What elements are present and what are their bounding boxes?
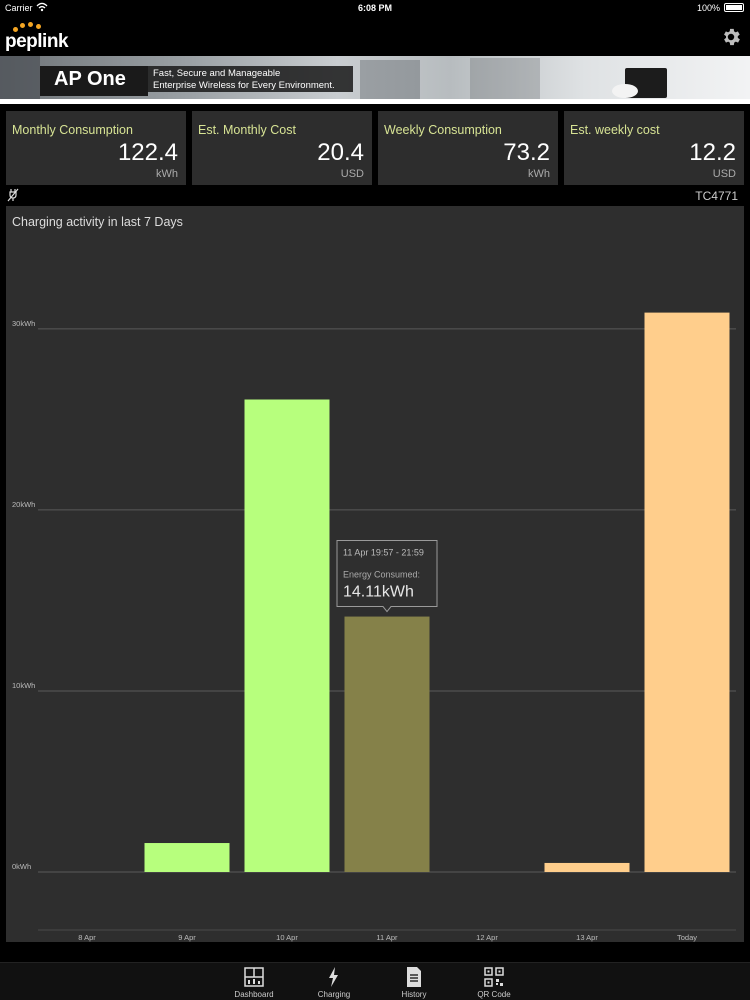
peplink-logo: peplink bbox=[5, 22, 69, 52]
tooltip-time-range: 11 Apr 19:57 - 21:59 bbox=[343, 548, 424, 558]
station-id: TC4771 bbox=[695, 189, 738, 203]
charging-activity-chart: Charging activity in last 7 Days 0kWh 10k… bbox=[6, 206, 744, 942]
weekly-cost-card: Est. weekly cost 12.2 USD bbox=[564, 111, 744, 185]
chart-plot: 0kWh 10kWh 20kWh 30kWh 8 Apr 9 Apr 10 Apr 11 Ap… bbox=[12, 312, 736, 942]
status-time: 6:08 PM bbox=[357, 3, 392, 13]
tagline-line-1: Fast, Secure and Manageable bbox=[153, 68, 281, 79]
card-value: 73.2 bbox=[503, 139, 550, 166]
card-label: Est. Monthly Cost bbox=[198, 123, 296, 137]
access-point-image bbox=[612, 84, 638, 98]
x-tick-label: 13 Apr bbox=[576, 933, 598, 942]
card-unit: USD bbox=[340, 168, 364, 180]
tab-label: Dashboard bbox=[234, 990, 274, 999]
x-tick-label: 9 Apr bbox=[178, 933, 196, 942]
bottom-tab-bar: Dashboard Charging History QR Code bbox=[0, 962, 750, 1000]
chart-bar[interactable] bbox=[644, 312, 730, 872]
card-unit: USD bbox=[712, 168, 736, 180]
x-tick-label: Today bbox=[677, 933, 697, 942]
y-tick-label: 0kWh bbox=[12, 862, 31, 871]
summary-cards: Monthly Consumption 122.4 kWh Est. Month… bbox=[0, 104, 750, 186]
chart-title: Charging activity in last 7 Days bbox=[12, 215, 183, 229]
card-unit: kWh bbox=[156, 168, 178, 180]
weekly-consumption-card: Weekly Consumption 73.2 kWh bbox=[378, 111, 558, 185]
card-label: Weekly Consumption bbox=[384, 123, 502, 137]
lightning-icon bbox=[329, 967, 338, 987]
y-tick-label: 10kWh bbox=[12, 681, 35, 690]
wifi-icon bbox=[36, 2, 48, 12]
tab-label: Charging bbox=[317, 990, 351, 999]
logo-text: peplink bbox=[5, 31, 69, 52]
tagline-line-2: Enterprise Wireless for Every Environmen… bbox=[153, 80, 335, 91]
station-info-row: TC4771 bbox=[0, 186, 750, 206]
y-tick-label: 30kWh bbox=[12, 319, 35, 328]
status-bar: Carrier 6:08 PM 100% bbox=[0, 0, 750, 16]
tooltip-box bbox=[336, 540, 438, 613]
carrier-label: Carrier bbox=[5, 3, 33, 13]
product-banner: AP One Fast, Secure and Manageable Enter… bbox=[0, 56, 750, 104]
battery-icon bbox=[724, 3, 744, 12]
tab-label: QR Code bbox=[477, 990, 511, 999]
tab-charging[interactable]: Charging bbox=[299, 965, 369, 999]
x-tick-label: 11 Apr bbox=[376, 933, 398, 942]
monthly-cost-card: Est. Monthly Cost 20.4 USD bbox=[192, 111, 372, 185]
card-value: 122.4 bbox=[117, 139, 178, 166]
tab-dashboard[interactable]: Dashboard bbox=[219, 965, 289, 999]
tab-label: History bbox=[401, 990, 427, 999]
card-label: Est. weekly cost bbox=[570, 123, 660, 137]
chart-bar[interactable] bbox=[144, 843, 230, 872]
y-tick-label: 20kWh bbox=[12, 500, 35, 509]
dashboard-icon bbox=[244, 967, 264, 987]
x-tick-label: 12 Apr bbox=[476, 933, 498, 942]
chart-bar[interactable] bbox=[544, 862, 630, 872]
tooltip-value: 14.11kWh bbox=[343, 584, 414, 601]
gear-icon[interactable] bbox=[720, 26, 742, 48]
tab-qr-code[interactable]: QR Code bbox=[459, 965, 529, 999]
qr-code-icon bbox=[484, 967, 504, 987]
tab-history[interactable]: History bbox=[379, 965, 449, 999]
chart-bar[interactable] bbox=[344, 616, 430, 872]
tooltip-label: Energy Consumed: bbox=[343, 570, 420, 580]
battery-percent: 100% bbox=[696, 3, 720, 13]
product-name: AP One bbox=[54, 68, 126, 90]
logo-dots-icon bbox=[9, 22, 49, 32]
chart-bar[interactable] bbox=[244, 399, 330, 873]
monthly-consumption-card: Monthly Consumption 122.4 kWh bbox=[6, 111, 186, 185]
app-header: peplink bbox=[0, 16, 750, 56]
x-tick-label: 8 Apr bbox=[78, 933, 96, 942]
card-value: 20.4 bbox=[317, 139, 364, 166]
card-label: Monthly Consumption bbox=[12, 123, 133, 137]
plug-disconnected-icon bbox=[7, 188, 19, 202]
card-unit: kWh bbox=[528, 168, 550, 180]
document-icon bbox=[407, 967, 421, 987]
x-tick-label: 10 Apr bbox=[276, 933, 298, 942]
card-value: 12.2 bbox=[689, 139, 736, 166]
